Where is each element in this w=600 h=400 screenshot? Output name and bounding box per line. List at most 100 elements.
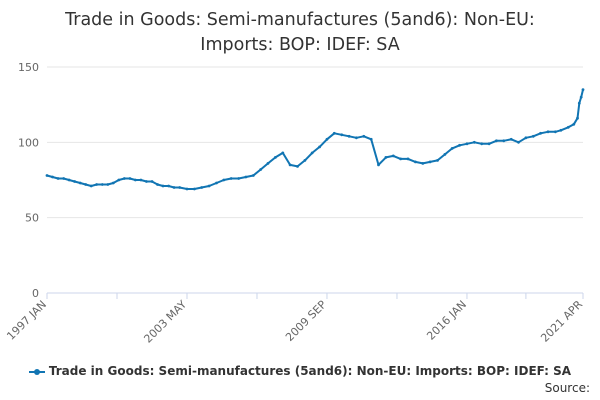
data-point[interactable] xyxy=(51,175,54,179)
data-point[interactable] xyxy=(391,154,395,158)
data-point[interactable] xyxy=(421,162,425,165)
data-point[interactable] xyxy=(546,130,550,134)
data-point[interactable] xyxy=(73,180,76,183)
data-point[interactable] xyxy=(128,177,132,180)
data-point[interactable] xyxy=(200,186,204,189)
data-point[interactable] xyxy=(259,168,263,171)
data-point[interactable] xyxy=(355,136,358,140)
chart-title: Trade in Goods: Semi-manufactures (5and6… xyxy=(0,8,600,58)
data-point[interactable] xyxy=(111,181,115,185)
data-point[interactable] xyxy=(67,178,71,182)
data-point[interactable] xyxy=(207,184,211,188)
data-point[interactable] xyxy=(581,88,585,91)
data-point[interactable] xyxy=(84,183,88,186)
data-point[interactable] xyxy=(274,156,277,159)
data-point[interactable] xyxy=(303,159,307,162)
data-point[interactable] xyxy=(244,175,248,179)
data-point[interactable] xyxy=(517,140,520,144)
legend-label: Trade in Goods: Semi-manufactures (5and6… xyxy=(48,364,572,378)
data-point[interactable] xyxy=(531,134,535,138)
data-point[interactable] xyxy=(502,139,506,143)
data-point[interactable] xyxy=(281,151,285,155)
data-point[interactable] xyxy=(458,143,461,147)
data-point[interactable] xyxy=(117,178,121,182)
data-point[interactable] xyxy=(318,145,321,149)
data-point[interactable] xyxy=(539,131,542,135)
data-point[interactable] xyxy=(229,177,233,180)
legend[interactable]: Trade in Goods: Semi-manufactures (5and6… xyxy=(0,364,600,378)
data-point[interactable] xyxy=(577,101,581,105)
data-point[interactable] xyxy=(472,140,476,144)
data-point[interactable] xyxy=(332,131,336,135)
data-point[interactable] xyxy=(524,136,528,140)
y-tick-label: 100 xyxy=(18,136,39,149)
data-point[interactable] xyxy=(369,137,373,141)
data-point[interactable] xyxy=(167,184,171,188)
data-point[interactable] xyxy=(414,160,417,164)
legend-swatch xyxy=(28,367,45,377)
data-point[interactable] xyxy=(362,134,366,138)
data-point[interactable] xyxy=(193,187,196,191)
x-tick-label: 2009 SEP xyxy=(283,298,329,344)
data-point[interactable] xyxy=(62,177,65,180)
series-line-0 xyxy=(46,89,584,190)
data-point[interactable] xyxy=(480,142,484,146)
data-point[interactable] xyxy=(377,163,380,167)
data-point[interactable] xyxy=(156,183,159,186)
data-point[interactable] xyxy=(237,177,241,180)
data-point[interactable] xyxy=(325,137,329,141)
data-point[interactable] xyxy=(347,134,351,138)
tick-labels: 0 50 100 150 1997 JAN 2003 MAY 2009 SEP 2016 JA… xyxy=(4,61,585,346)
data-point[interactable] xyxy=(406,157,410,161)
data-point[interactable] xyxy=(340,133,344,137)
chart-title-line-2: Imports: BOP: IDEF: SA xyxy=(200,35,400,55)
x-tick-label: 2003 MAY xyxy=(141,298,189,346)
data-point[interactable] xyxy=(45,174,49,177)
data-point[interactable] xyxy=(78,181,82,185)
x-tick-label: 2021 APR xyxy=(538,298,585,345)
data-point[interactable] xyxy=(554,130,557,134)
data-point[interactable] xyxy=(145,180,148,183)
data-point[interactable] xyxy=(450,147,454,150)
chart-title-line-1: Trade in Goods: Semi-manufactures (5and6… xyxy=(65,10,535,30)
data-point[interactable] xyxy=(100,183,104,186)
data-point[interactable] xyxy=(465,142,469,146)
gridlines xyxy=(47,66,583,219)
data-point[interactable] xyxy=(566,125,570,129)
data-point[interactable] xyxy=(56,177,60,180)
data-point[interactable] xyxy=(123,177,126,180)
data-point[interactable] xyxy=(310,151,314,155)
source-label: Source: xyxy=(544,381,590,395)
data-point[interactable] xyxy=(134,178,137,182)
data-point[interactable] xyxy=(399,157,402,161)
data-point[interactable] xyxy=(106,183,110,186)
data-point[interactable] xyxy=(572,122,576,126)
data-point[interactable] xyxy=(89,184,93,188)
data-point[interactable] xyxy=(495,139,498,143)
data-point[interactable] xyxy=(559,128,563,132)
data-point[interactable] xyxy=(266,162,270,165)
data-point[interactable] xyxy=(576,116,579,120)
data-point[interactable] xyxy=(222,178,226,182)
data-point[interactable] xyxy=(150,180,154,183)
data-point[interactable] xyxy=(161,184,165,188)
data-point[interactable] xyxy=(172,186,176,189)
data-point[interactable] xyxy=(436,159,439,162)
data-point[interactable] xyxy=(384,156,388,159)
data-point[interactable] xyxy=(95,183,99,186)
data-point[interactable] xyxy=(215,181,218,185)
data-point[interactable] xyxy=(509,137,513,141)
data-point[interactable] xyxy=(139,178,143,182)
data-point[interactable] xyxy=(251,174,255,177)
y-tick-label: 150 xyxy=(18,61,39,74)
data-point[interactable] xyxy=(296,165,299,168)
data-point[interactable] xyxy=(487,142,491,146)
data-point[interactable] xyxy=(443,153,447,156)
data-point[interactable] xyxy=(178,186,182,189)
y-tick-label: 0 xyxy=(32,287,39,300)
data-point[interactable] xyxy=(185,187,189,191)
data-point[interactable] xyxy=(288,163,292,167)
data-point[interactable] xyxy=(579,95,583,99)
data-point[interactable] xyxy=(428,160,432,164)
